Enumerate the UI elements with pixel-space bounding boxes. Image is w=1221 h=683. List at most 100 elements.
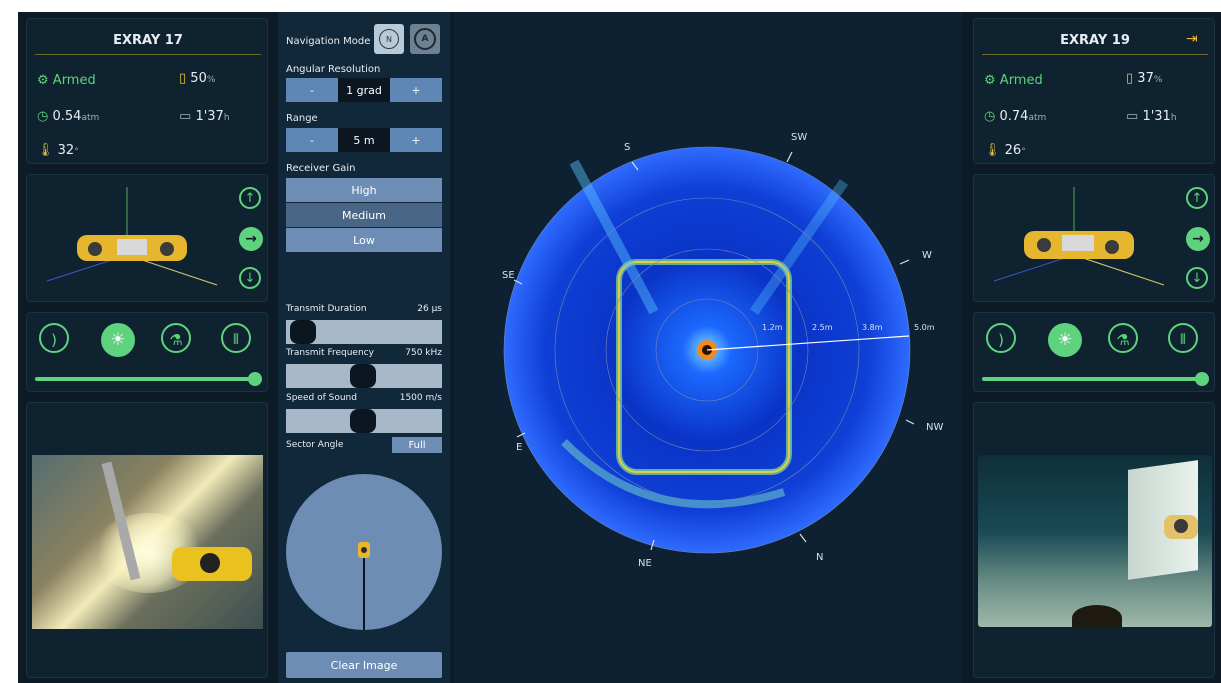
sonar-mode-button[interactable]: ) <box>39 323 69 353</box>
angular-resolution-decrease[interactable]: - <box>286 78 338 102</box>
speed-of-sound-thumb[interactable] <box>350 409 376 433</box>
runtime-value: 1'37 <box>195 109 224 124</box>
status-label: Armed <box>999 73 1043 88</box>
light-slider-fill <box>982 377 1202 381</box>
battery-value: 37 <box>1137 71 1154 86</box>
gripper-icon: ⦀ <box>232 332 240 348</box>
runtime-readout: ▭ 1'37h <box>179 109 230 124</box>
tilt-down-button[interactable]: ↓ <box>1186 267 1208 289</box>
light-slider-knob[interactable] <box>1194 372 1209 386</box>
header-divider <box>35 54 261 55</box>
angular-resolution-increase[interactable]: + <box>390 78 442 102</box>
clear-image-button[interactable]: Clear Image <box>286 652 442 678</box>
sonar-icon: ) <box>51 331 57 349</box>
range-increase[interactable]: + <box>390 128 442 152</box>
tilt-forward-button[interactable]: → <box>239 227 263 251</box>
left-camera-panel <box>26 402 268 678</box>
tilt-up-button[interactable]: ↑ <box>1186 187 1208 209</box>
transmit-frequency-slider[interactable] <box>286 364 442 388</box>
range-stepper: - 5 m + <box>286 128 442 152</box>
gripper-button[interactable]: ⦀ <box>1168 323 1198 353</box>
speed-of-sound-value: 1500 m/s <box>399 393 442 403</box>
gauge-icon: ◷ <box>37 109 49 124</box>
header-divider <box>982 54 1208 55</box>
compass-s: S <box>624 142 630 153</box>
temperature-unit: ° <box>74 147 79 157</box>
battery-value: 50 <box>190 71 207 86</box>
compass-sw: SW <box>791 132 807 143</box>
transmit-duration-label: Transmit Duration <box>286 304 367 314</box>
thermometer-icon: 🌡 <box>984 143 1001 158</box>
compass-n: N <box>816 552 823 563</box>
robot-3d-view <box>46 187 218 286</box>
gain-low-option[interactable]: Low <box>286 228 442 252</box>
left-status-panel: EXRAY 17 ⚙ Armed ▯ 50% ◷ 0.54atm ▭ 1'37h… <box>26 18 268 164</box>
gain-high-option[interactable]: High <box>286 178 442 202</box>
nav-auto-button[interactable]: A <box>410 24 440 54</box>
right-attitude-panel: ↑ → ↓ <box>973 174 1215 302</box>
transmit-frequency-thumb[interactable] <box>350 364 376 388</box>
pressure-value: 0.54 <box>52 109 82 124</box>
light-button[interactable]: ☀ <box>101 323 135 357</box>
armed-status: ⚙ Armed <box>37 73 96 88</box>
transmit-duration-thumb[interactable] <box>290 320 316 344</box>
sd-card-icon: ▭ <box>179 109 192 124</box>
sonar-display: 1.2m 2.5m 3.8m 5.0m S SW W NW N NE E SE <box>502 132 943 569</box>
compass-w: W <box>922 250 932 261</box>
control-panel: Navigation Mode N A Angular Resolution -… <box>278 12 450 683</box>
receiver-gain-selector: High Medium Low <box>286 178 442 252</box>
temperature-value: 26 <box>1004 143 1022 158</box>
light-slider-track[interactable] <box>35 372 262 386</box>
status-label: Armed <box>52 73 96 88</box>
tilt-up-button[interactable]: ↑ <box>239 187 261 209</box>
speed-of-sound-slider[interactable] <box>286 409 442 433</box>
range-decrease[interactable]: - <box>286 128 338 152</box>
light-button[interactable]: ☀ <box>1048 323 1082 357</box>
battery-readout: ▯ 37% <box>1126 71 1162 86</box>
sonar-icon: ) <box>998 331 1004 349</box>
right-tools-panel: ) ☀ ⚗ ⦀ <box>973 312 1215 392</box>
sector-angle-full-button[interactable]: Full <box>392 437 442 453</box>
camera-lens <box>200 553 220 573</box>
transmit-duration-slider[interactable] <box>286 320 442 344</box>
sonar-mode-button[interactable]: ) <box>986 323 1016 353</box>
pressure-value: 0.74 <box>999 109 1029 124</box>
temperature-readout: 🌡 32° <box>37 143 79 158</box>
gripper-shadow <box>1072 605 1122 627</box>
light-icon: ☀ <box>110 330 126 350</box>
app-window: EXRAY 17 ⚙ Armed ▯ 50% ◷ 0.54atm ▭ 1'37h… <box>18 12 1221 683</box>
gain-medium-option[interactable]: Medium <box>286 203 442 227</box>
sampler-button[interactable]: ⚗ <box>161 323 191 353</box>
left-tools-panel: ) ☀ ⚗ ⦀ <box>26 312 268 392</box>
auto-letter: A <box>421 34 429 44</box>
runtime-unit: h <box>223 113 230 123</box>
range-ring-2 <box>605 248 809 452</box>
light-icon: ☀ <box>1057 330 1073 350</box>
sector-angle-dial[interactable] <box>286 472 442 632</box>
nav-north-button[interactable]: N <box>374 24 404 54</box>
light-slider-knob[interactable] <box>247 372 262 386</box>
sonar-view[interactable]: 1.2m 2.5m 3.8m 5.0m S SW W NW N NE E SE <box>454 12 962 683</box>
pressure-readout: ◷ 0.74atm <box>984 109 1046 124</box>
sonar-sweep-line <box>706 335 910 351</box>
sampler-button[interactable]: ⚗ <box>1108 323 1138 353</box>
transmit-duration-value: 26 µs <box>417 304 442 314</box>
temperature-unit: ° <box>1021 147 1026 157</box>
range-ring-4 <box>503 146 911 554</box>
pressure-unit: atm <box>1028 113 1047 123</box>
camera-lens <box>1174 519 1188 533</box>
battery-unit: % <box>206 75 216 85</box>
transmit-frequency-label: Transmit Frequency <box>286 348 374 358</box>
gripper-button[interactable]: ⦀ <box>221 323 251 353</box>
compass-e: E <box>516 442 522 453</box>
robot-3d-view <box>993 187 1165 286</box>
right-status-panel: EXRAY 19 ⇥ ⚙ Armed ▯ 37% ◷ 0.74atm ▭ 1'3… <box>973 18 1215 164</box>
temperature-value: 32 <box>57 143 75 158</box>
light-slider-track[interactable] <box>982 372 1209 386</box>
logout-icon[interactable]: ⇥ <box>1186 31 1198 47</box>
tilt-forward-button[interactable]: → <box>1186 227 1210 251</box>
right-camera-panel <box>973 402 1215 678</box>
left-attitude-panel: ↑ → ↓ <box>26 174 268 302</box>
tilt-down-button[interactable]: ↓ <box>239 267 261 289</box>
runtime-value: 1'31 <box>1142 109 1171 124</box>
